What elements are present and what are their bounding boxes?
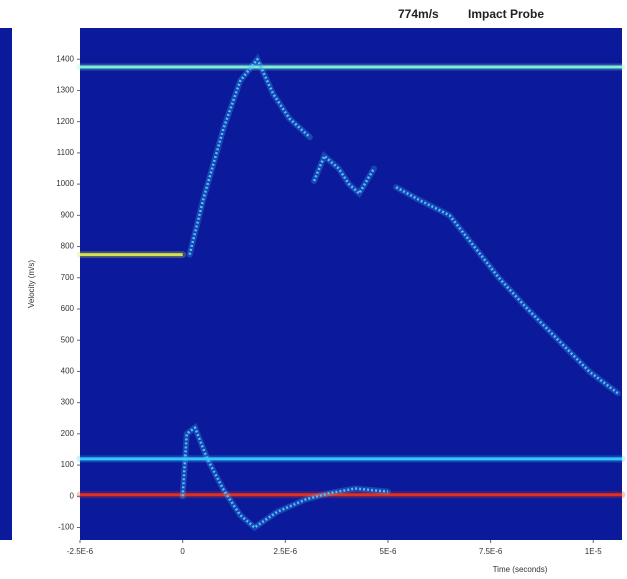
x-axis-label: Time (seconds): [493, 565, 548, 574]
x-tick-label: -2.5E-6: [67, 547, 94, 556]
x-tick-label: 0: [180, 547, 185, 556]
plot-area: [80, 28, 622, 540]
trace: [181, 426, 389, 529]
y-tick-label: 100: [61, 460, 75, 469]
y-tick-label: -100: [58, 523, 75, 532]
chart-subtitle: Impact Probe: [468, 7, 544, 21]
y-tick-label: 1400: [56, 54, 74, 63]
y-tick-label: 1000: [56, 179, 74, 188]
y-tick-label: 700: [61, 273, 75, 282]
y-tick-label: 900: [61, 210, 75, 219]
y-tick-label: 600: [61, 304, 75, 313]
trace: [188, 57, 619, 395]
y-tick-label: 1200: [56, 117, 74, 126]
y-tick-label: 1300: [56, 86, 74, 95]
y-axis-label: Velocity (m/s): [27, 260, 36, 308]
y-tick-label: 0: [70, 491, 75, 500]
y-tick-label: 1100: [57, 148, 75, 157]
y-tick-label: 200: [61, 429, 75, 438]
y-tick-label: 300: [61, 398, 75, 407]
x-tick-label: 2.5E-6: [274, 547, 298, 556]
x-tick-label: 7.5E-6: [479, 547, 503, 556]
side-panel: [0, 28, 12, 540]
x-tick-label: 1E-5: [585, 547, 602, 556]
y-tick-label: 500: [61, 335, 75, 344]
chart-title: 774m/s: [398, 7, 439, 21]
y-tick-label: 800: [61, 242, 75, 251]
x-tick-label: 5E-6: [380, 547, 397, 556]
y-tick-label: 400: [61, 367, 75, 376]
